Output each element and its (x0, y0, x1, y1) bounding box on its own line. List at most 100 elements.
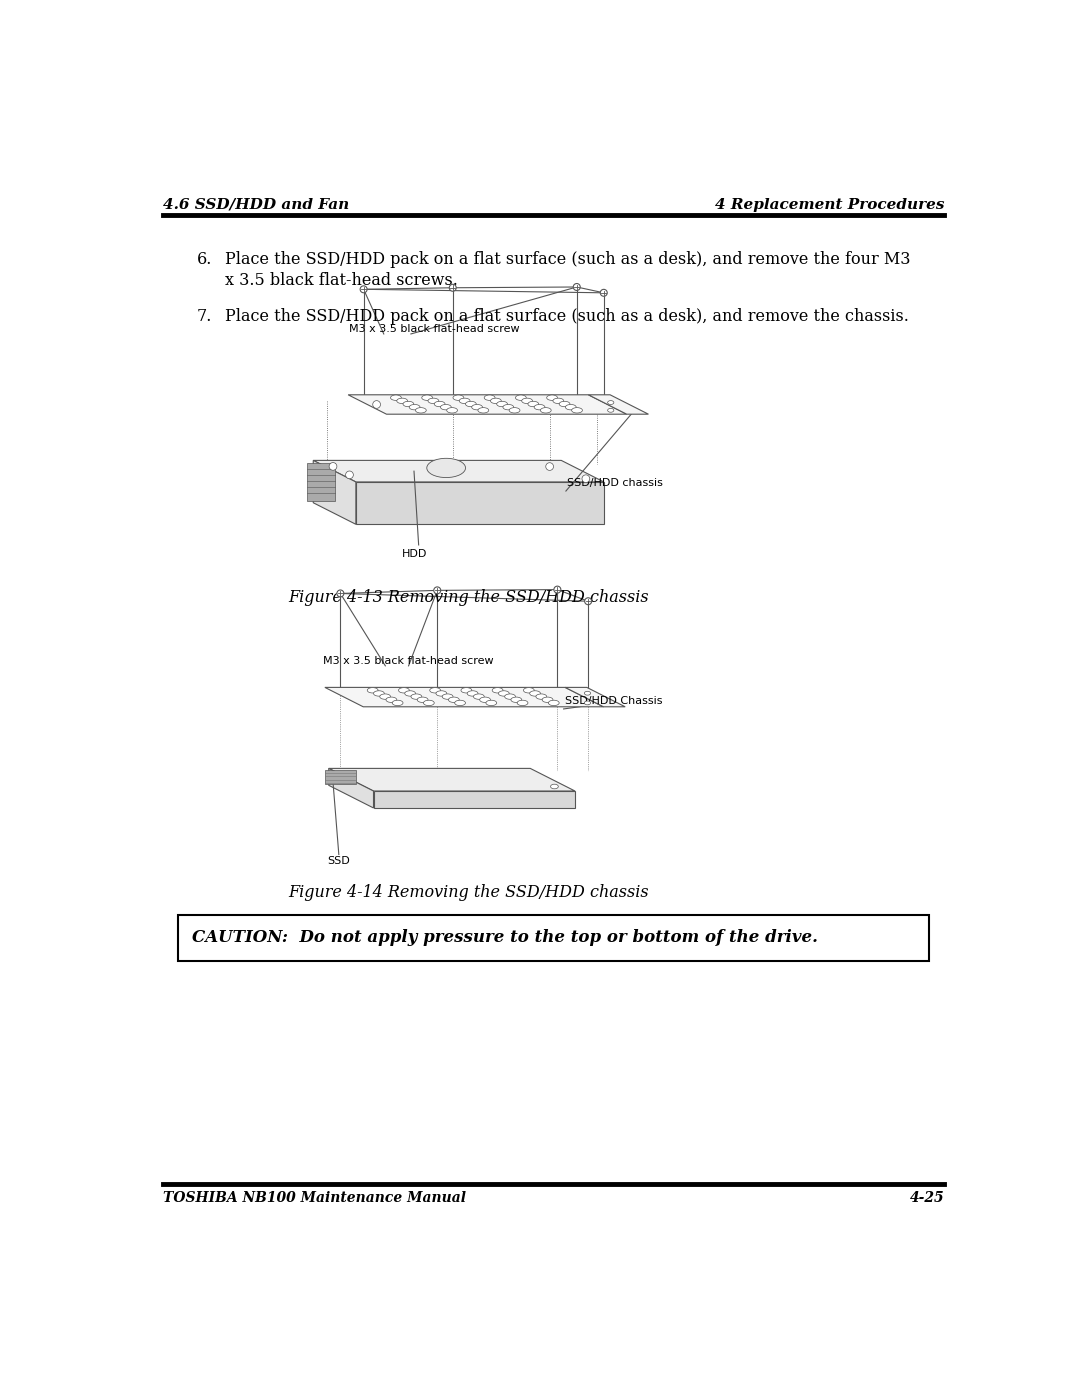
Text: SSD/HDD chassis: SSD/HDD chassis (567, 478, 663, 489)
Ellipse shape (461, 687, 472, 693)
Ellipse shape (480, 697, 490, 703)
Circle shape (346, 471, 353, 479)
Polygon shape (356, 482, 604, 524)
Ellipse shape (399, 687, 409, 693)
Circle shape (337, 590, 343, 597)
Ellipse shape (447, 408, 458, 414)
Ellipse shape (478, 408, 489, 414)
Ellipse shape (517, 700, 528, 705)
Ellipse shape (380, 694, 391, 700)
Polygon shape (374, 791, 575, 807)
Circle shape (545, 462, 554, 471)
Ellipse shape (536, 694, 546, 700)
Ellipse shape (504, 694, 515, 700)
Polygon shape (313, 461, 604, 482)
Circle shape (584, 598, 592, 605)
Polygon shape (565, 687, 625, 707)
Polygon shape (589, 395, 648, 414)
Circle shape (600, 289, 607, 296)
Text: 4-25: 4-25 (909, 1190, 944, 1204)
Ellipse shape (391, 395, 402, 401)
Circle shape (329, 462, 337, 471)
Ellipse shape (549, 700, 559, 705)
Ellipse shape (553, 398, 564, 404)
Text: Figure 4-14 Removing the SSD/HDD chassis: Figure 4-14 Removing the SSD/HDD chassis (288, 884, 649, 901)
Ellipse shape (584, 701, 591, 705)
Ellipse shape (486, 700, 497, 705)
Ellipse shape (511, 697, 522, 703)
Ellipse shape (584, 692, 591, 696)
Ellipse shape (546, 395, 557, 401)
Ellipse shape (405, 690, 416, 696)
Ellipse shape (490, 398, 501, 404)
Ellipse shape (416, 408, 427, 414)
Circle shape (449, 285, 456, 291)
Ellipse shape (392, 700, 403, 705)
Ellipse shape (472, 405, 483, 409)
Polygon shape (307, 462, 335, 502)
Ellipse shape (459, 398, 470, 404)
Ellipse shape (608, 401, 613, 405)
Polygon shape (328, 768, 374, 807)
Polygon shape (348, 395, 626, 414)
Text: Place the SSD/HDD pack on a flat surface (such as a desk), and remove the chassi: Place the SSD/HDD pack on a flat surface… (225, 307, 908, 324)
Ellipse shape (503, 405, 514, 409)
Bar (177, 915, 930, 961)
Text: SSD: SSD (327, 855, 350, 866)
Ellipse shape (566, 405, 577, 409)
Text: CAUTION:  Do not apply pressure to the top or bottom of the drive.: CAUTION: Do not apply pressure to the to… (191, 929, 818, 946)
Ellipse shape (492, 687, 503, 693)
Text: 7.: 7. (197, 307, 213, 324)
Text: SSD/HDD Chassis: SSD/HDD Chassis (565, 696, 663, 707)
Ellipse shape (396, 398, 407, 404)
Ellipse shape (409, 405, 420, 409)
Ellipse shape (529, 690, 540, 696)
Ellipse shape (468, 690, 478, 696)
Ellipse shape (427, 458, 465, 478)
Text: Figure 4-13 Removing the SSD/HDD chassis: Figure 4-13 Removing the SSD/HDD chassis (288, 588, 649, 606)
Circle shape (554, 587, 561, 594)
Text: 4.6 SSD/HDD and Fan: 4.6 SSD/HDD and Fan (163, 197, 349, 211)
Ellipse shape (559, 401, 570, 407)
Circle shape (373, 401, 380, 408)
Text: TOSHIBA NB100 Maintenance Manual: TOSHIBA NB100 Maintenance Manual (163, 1190, 465, 1204)
Circle shape (434, 587, 441, 594)
Ellipse shape (528, 401, 539, 407)
Ellipse shape (423, 700, 434, 705)
Text: M3 x 3.5 black flat-head screw: M3 x 3.5 black flat-head screw (323, 655, 494, 666)
Ellipse shape (422, 395, 433, 401)
Ellipse shape (441, 405, 451, 409)
Ellipse shape (473, 694, 484, 700)
Circle shape (573, 284, 580, 291)
Ellipse shape (455, 700, 465, 705)
Ellipse shape (434, 401, 445, 407)
Ellipse shape (411, 694, 422, 700)
Polygon shape (328, 768, 575, 791)
Ellipse shape (522, 398, 532, 404)
Text: HDD: HDD (402, 549, 427, 559)
Ellipse shape (551, 784, 558, 789)
Text: Place the SSD/HDD pack on a flat surface (such as a desk), and remove the four M: Place the SSD/HDD pack on a flat surface… (225, 251, 910, 268)
Ellipse shape (515, 395, 526, 401)
Ellipse shape (436, 690, 447, 696)
Ellipse shape (430, 687, 441, 693)
Ellipse shape (367, 687, 378, 693)
Ellipse shape (540, 408, 551, 414)
Ellipse shape (403, 401, 414, 407)
Polygon shape (325, 687, 604, 707)
Ellipse shape (484, 395, 495, 401)
Ellipse shape (442, 694, 453, 700)
Text: M3 x 3.5 black flat-head screw: M3 x 3.5 black flat-head screw (349, 324, 519, 334)
Ellipse shape (542, 697, 553, 703)
Polygon shape (325, 770, 356, 784)
Ellipse shape (535, 405, 545, 409)
Ellipse shape (499, 690, 510, 696)
Ellipse shape (417, 697, 428, 703)
Ellipse shape (497, 401, 508, 407)
Ellipse shape (453, 395, 463, 401)
Ellipse shape (509, 408, 519, 414)
Ellipse shape (608, 408, 613, 412)
Circle shape (582, 475, 590, 482)
Text: x 3.5 black flat-head screws.: x 3.5 black flat-head screws. (225, 272, 458, 289)
Ellipse shape (448, 697, 459, 703)
